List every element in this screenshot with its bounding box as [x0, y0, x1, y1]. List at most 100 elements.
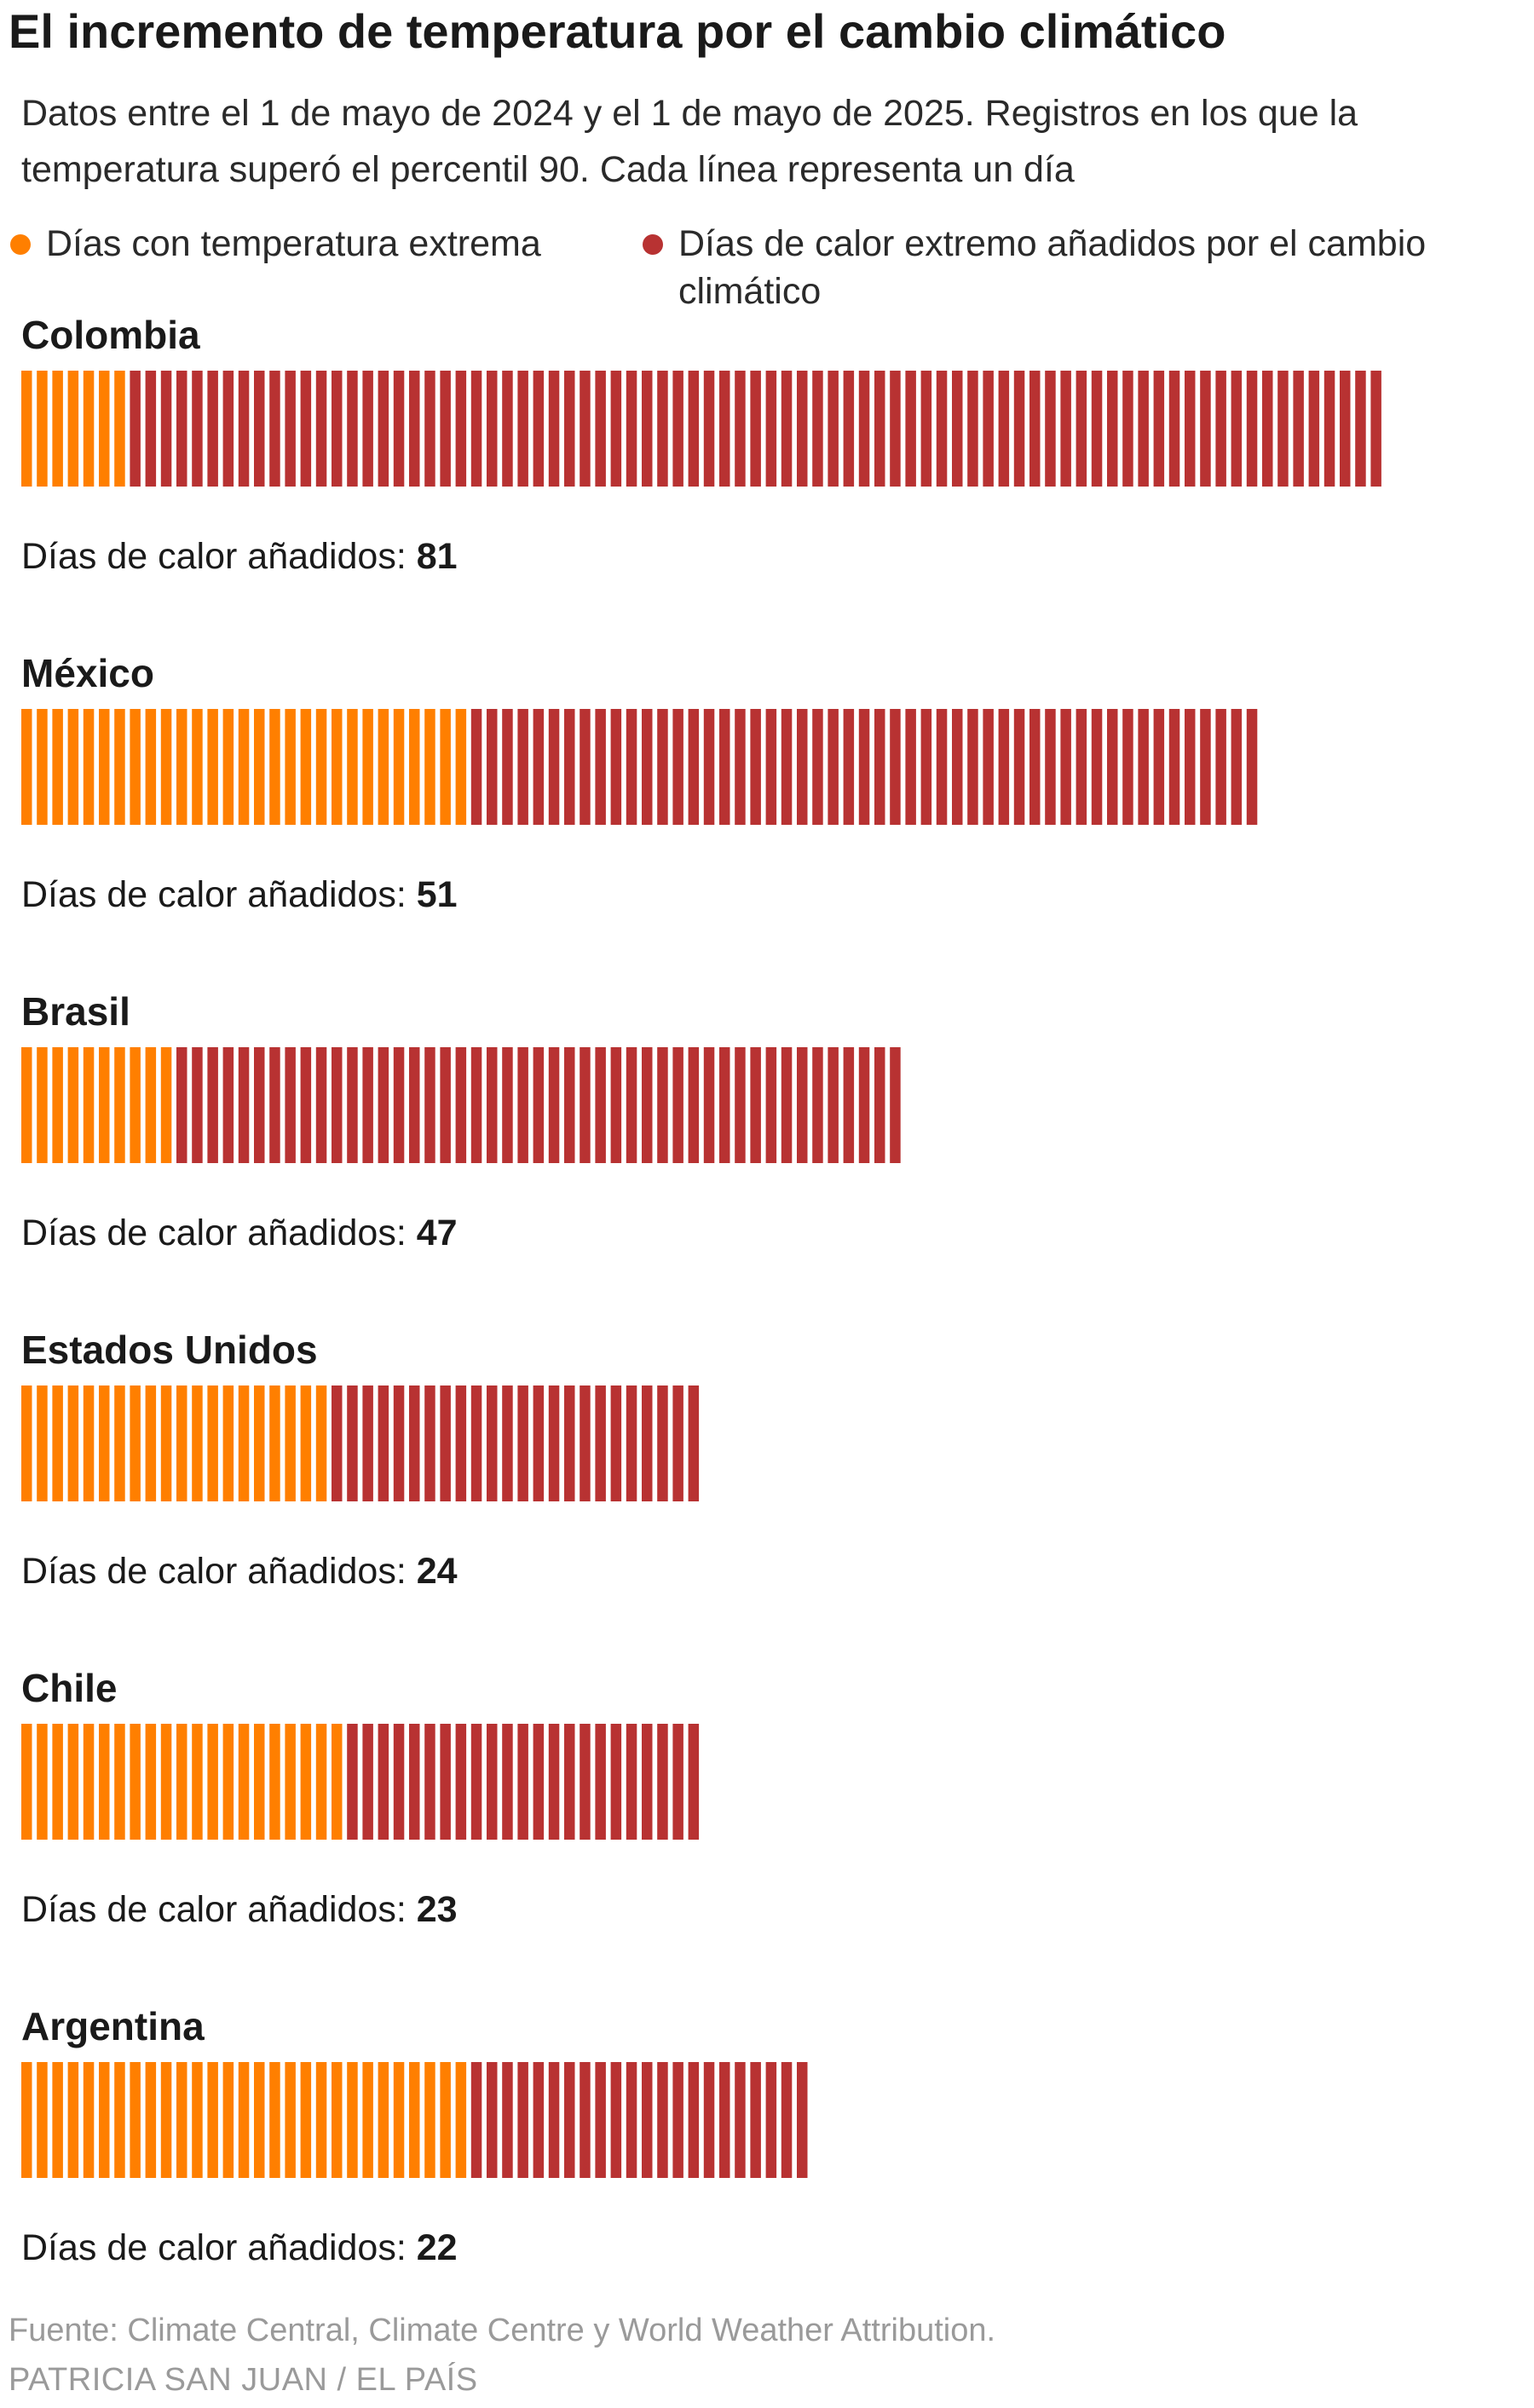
country-label: Brasil	[21, 989, 130, 1034]
day-stripe-added	[843, 1047, 855, 1163]
legend-label-added: Días de calor extremo añadidos por el ca…	[678, 223, 1427, 312]
day-stripe-added	[750, 371, 761, 487]
day-stripe-base	[145, 1047, 157, 1163]
day-stripe-added	[765, 371, 777, 487]
day-stripe-base	[21, 371, 32, 487]
day-stripe-added	[750, 1047, 761, 1163]
day-stripe-base	[114, 709, 125, 825]
legend-label-base: Días con temperatura extrema	[46, 223, 541, 264]
day-stripe-added	[393, 371, 405, 487]
day-stripe-base	[37, 1385, 48, 1501]
day-stripe-added	[533, 2062, 545, 2178]
day-stripe-added	[967, 371, 978, 487]
country-label: Argentina	[21, 2004, 205, 2048]
day-stripe-added	[332, 371, 343, 487]
added-days-prefix: Días de calor añadidos:	[21, 1889, 417, 1930]
day-stripe-base	[238, 1385, 250, 1501]
day-stripe-added	[781, 2062, 793, 2178]
added-days-value: 51	[417, 874, 458, 915]
day-stripe-added	[269, 1047, 280, 1163]
added-days-prefix: Días de calor añadidos:	[21, 2227, 417, 2268]
day-stripe-added	[533, 371, 545, 487]
day-stripe-base	[160, 2062, 172, 2178]
day-stripe-added	[1293, 371, 1304, 487]
day-stripe-base	[440, 709, 451, 825]
day-stripe-base	[207, 709, 218, 825]
day-stripe-base	[67, 709, 79, 825]
day-stripe-base	[409, 709, 420, 825]
day-stripe-base	[21, 709, 32, 825]
day-stripe-base	[37, 2062, 48, 2178]
day-stripe-added	[470, 371, 482, 487]
day-stripe-added	[192, 371, 203, 487]
day-stripe-added	[409, 1385, 420, 1501]
day-stripe-added	[409, 1724, 420, 1840]
legend: Días con temperatura extrema Días de cal…	[0, 220, 1534, 322]
day-stripe-added	[580, 2062, 591, 2178]
day-stripe-added	[828, 709, 839, 825]
day-stripe-base	[378, 2062, 389, 2178]
day-stripe-added	[797, 709, 808, 825]
day-stripe-base	[300, 2062, 312, 2178]
added-days-label: Días de calor añadidos: 81	[21, 536, 458, 577]
credit-line: PATRICIA SAN JUAN / EL PAÍS	[9, 2362, 478, 2398]
day-stripe-base	[254, 2062, 265, 2178]
country-group: Argentina Días de calor añadidos: 22	[21, 2004, 808, 2268]
day-stripe-added	[1013, 709, 1025, 825]
day-stripe-added	[688, 1047, 700, 1163]
day-stripe-base	[176, 1724, 187, 1840]
day-stripe-added	[207, 1047, 218, 1163]
day-stripe-added	[642, 709, 653, 825]
day-stripe-added	[719, 371, 730, 487]
day-stripe-added	[130, 371, 141, 487]
day-stripe-base	[347, 709, 358, 825]
day-stripe-base	[347, 2062, 358, 2178]
day-stripe-added	[688, 1385, 700, 1501]
day-stripe-added	[1091, 371, 1103, 487]
day-stripe-added	[642, 371, 653, 487]
country-label: Estados Unidos	[21, 1328, 318, 1372]
day-stripe-added	[533, 1385, 545, 1501]
day-stripe-added	[828, 371, 839, 487]
day-stripe-base	[269, 1385, 280, 1501]
day-stripe-added	[502, 1385, 513, 1501]
added-days-label: Días de calor añadidos: 24	[21, 1551, 458, 1592]
day-stripe-base	[378, 709, 389, 825]
day-stripe-added	[657, 1385, 668, 1501]
day-stripe-base	[440, 2062, 451, 2178]
country-label: Chile	[21, 1666, 117, 1710]
day-stripe-added	[378, 1385, 389, 1501]
day-stripe-base	[114, 1724, 125, 1840]
day-stripe-added	[580, 709, 591, 825]
day-stripe-base	[83, 371, 95, 487]
day-stripe-added	[548, 1724, 560, 1840]
day-stripe-added	[1076, 709, 1087, 825]
day-stripe-base	[192, 709, 203, 825]
day-stripe-base	[192, 1724, 203, 1840]
day-stripe-added	[890, 371, 901, 487]
day-stripe-added	[487, 371, 498, 487]
day-stripe-added	[285, 371, 296, 487]
day-stripe-base	[222, 2062, 234, 2178]
day-stripe-added	[595, 709, 606, 825]
day-stripe-added	[548, 371, 560, 487]
day-stripe-base	[52, 2062, 63, 2178]
day-stripe-base	[285, 1724, 296, 1840]
day-stripe-base	[455, 709, 467, 825]
day-stripe-added	[657, 1047, 668, 1163]
day-stripe-added	[332, 1385, 343, 1501]
day-stripe-base	[362, 2062, 373, 2178]
day-stripe-added	[812, 371, 823, 487]
day-stripe-added	[362, 1047, 373, 1163]
day-stripe-added	[610, 371, 622, 487]
day-stripe-added	[595, 2062, 606, 2178]
day-stripe-added	[564, 2062, 575, 2178]
day-stripe-added	[626, 1385, 637, 1501]
day-stripe-added	[657, 1724, 668, 1840]
added-days-value: 22	[417, 2227, 458, 2268]
day-stripe-added	[222, 371, 234, 487]
day-stripe-added	[936, 371, 948, 487]
day-stripe-added	[672, 709, 683, 825]
day-stripe-base	[207, 2062, 218, 2178]
day-stripe-added	[470, 2062, 482, 2178]
